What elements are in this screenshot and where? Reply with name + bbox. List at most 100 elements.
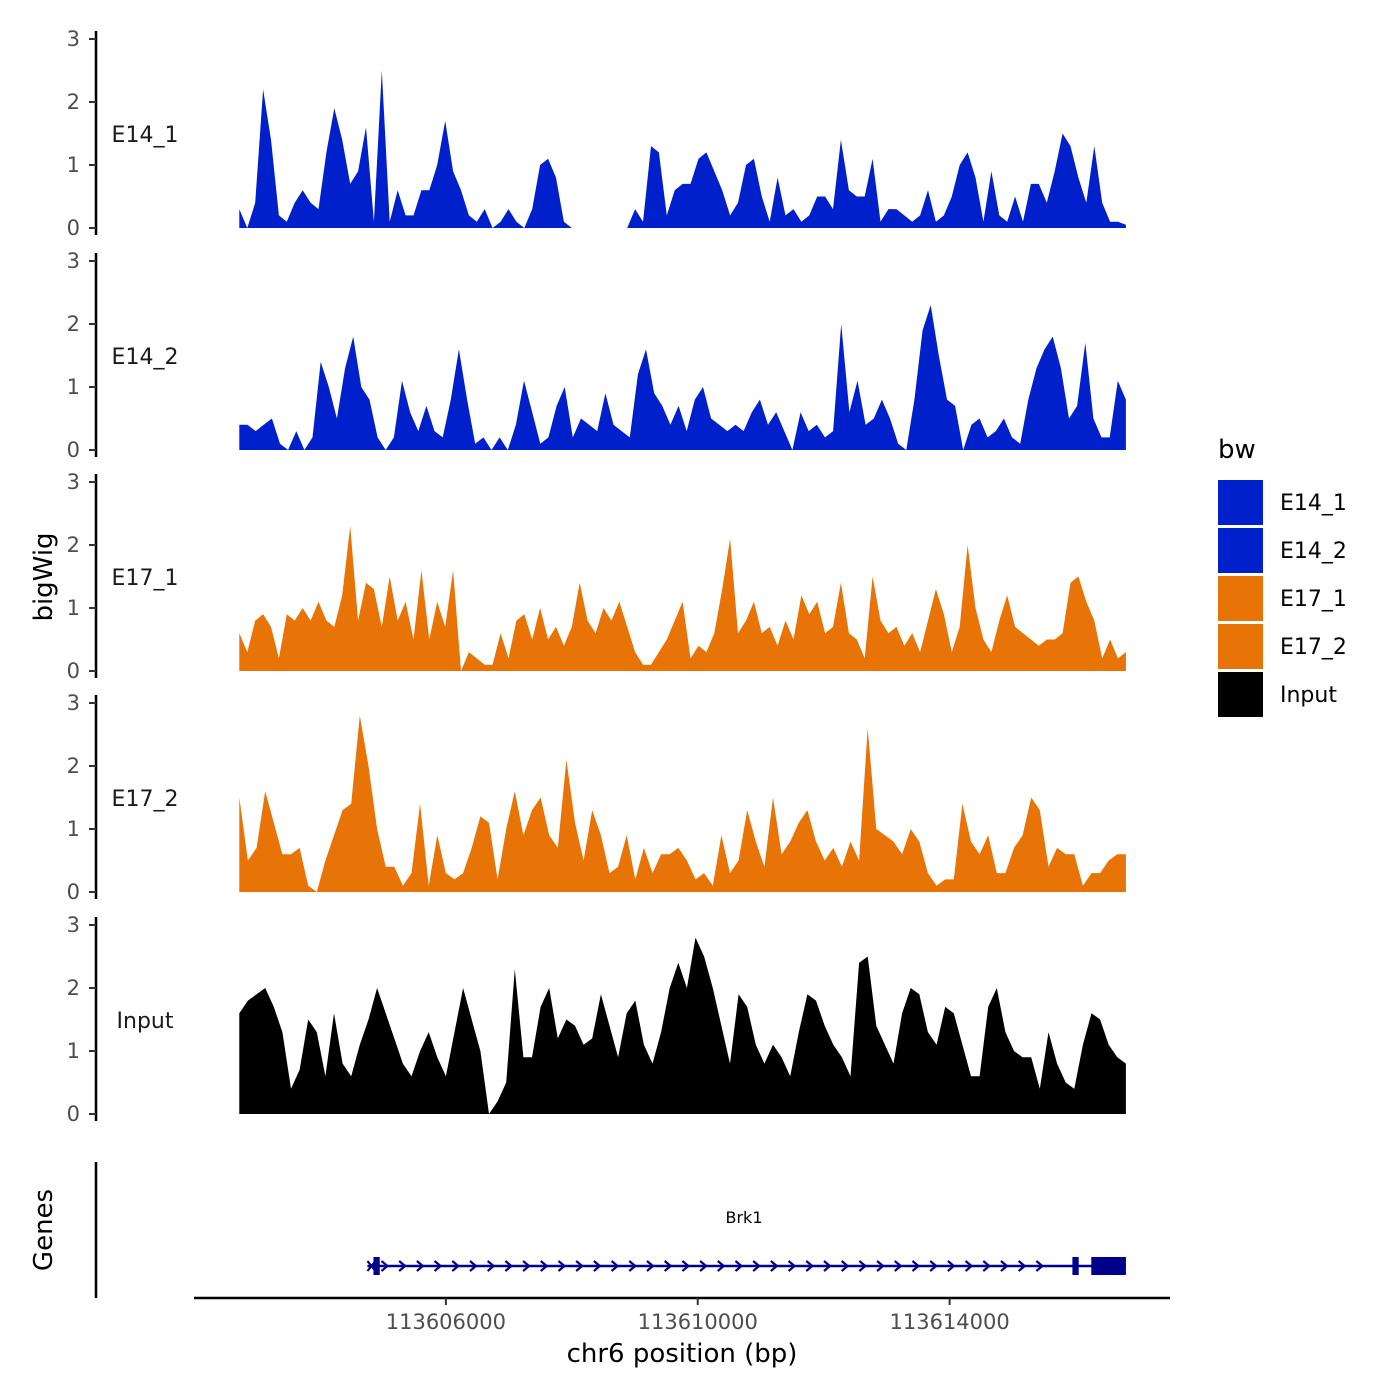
strand-arrow [1017, 1260, 1027, 1272]
strand-arrow [840, 1260, 850, 1272]
strand-arrow [734, 1260, 744, 1272]
legend-label-E14_2: E14_2 [1280, 539, 1347, 564]
strand-arrow [911, 1260, 921, 1272]
strand-arrow [894, 1260, 903, 1272]
y-axis-title: bigWig [29, 532, 59, 621]
track-E14_2: 0 1 2 3 E14_2 [67, 249, 1126, 462]
strand-arrow [469, 1260, 478, 1272]
strand-arrow [646, 1260, 655, 1272]
y-tick-label: 2 [67, 976, 80, 1000]
x-tick-label: 113614000 [889, 1310, 1009, 1334]
track-Input: 0 1 2 3 Input [67, 913, 1126, 1126]
track-label-E17_1: E17_1 [112, 566, 179, 591]
gene-exon [373, 1257, 380, 1275]
strand-arrow [770, 1260, 779, 1272]
track-E17_1: 0 1 2 3 E17_1 [67, 470, 1126, 683]
y-tick-label: 0 [67, 880, 80, 904]
gene-Brk1: Brk1 [366, 1208, 1126, 1275]
strand-arrow [663, 1260, 673, 1272]
strand-arrow [522, 1260, 531, 1272]
area-Input [239, 937, 1126, 1114]
legend-swatch-E14_2 [1218, 528, 1263, 573]
strand-arrow [964, 1260, 974, 1272]
strand-arrow [858, 1260, 868, 1272]
y-tick-label: 3 [67, 913, 80, 937]
strand-arrow [416, 1260, 425, 1272]
x-axis-title: chr6 position (bp) [567, 1339, 798, 1369]
y-tick-label: 1 [67, 596, 80, 620]
strand-arrow [752, 1260, 761, 1272]
track-label-E17_2: E17_2 [112, 787, 179, 812]
y-tick-label: 0 [67, 216, 80, 240]
strand-arrow [717, 1260, 726, 1272]
y-tick-label: 1 [67, 817, 80, 841]
legend-swatch-E17_2 [1218, 624, 1263, 669]
genes-axis-title: Genes [29, 1189, 59, 1271]
y-tick-label: 3 [67, 470, 80, 494]
legend-label-E17_1: E17_1 [1280, 587, 1347, 612]
x-axis: 113606000 113610000 113614000 chr6 positio… [194, 1296, 1170, 1369]
strand-arrow [876, 1260, 885, 1272]
strand-arrow [628, 1260, 637, 1272]
y-tick-label: 3 [67, 27, 80, 51]
y-tick-label: 3 [67, 249, 80, 273]
y-tick-label: 0 [67, 1102, 80, 1126]
strand-arrow [610, 1260, 620, 1272]
strand-arrow [681, 1260, 691, 1272]
strand-arrow [451, 1260, 460, 1272]
strand-arrow [929, 1260, 938, 1272]
y-tick-label: 1 [67, 1039, 80, 1063]
legend-label-E14_1: E14_1 [1280, 491, 1347, 516]
x-tick-label: 113606000 [386, 1310, 506, 1334]
track-label-E14_2: E14_2 [112, 345, 179, 370]
track-E17_2: 0 1 2 3 E17_2 [67, 691, 1126, 904]
track-E14_1: 0 1 2 3 E14_1 [67, 27, 1126, 240]
y-tick-label: 2 [67, 533, 80, 557]
y-tick-label: 0 [67, 438, 80, 462]
tracks-panel: 0 1 2 3 E14_1 0 1 2 3 E14_2 0 1 2 3 E17_1 0 1 2 3 E17_2 0 1 2 3… [67, 27, 1126, 1126]
area-E17_2 [239, 715, 1126, 892]
strand-arrow [486, 1260, 496, 1272]
strand-arrow [699, 1260, 708, 1272]
legend-swatch-E14_1 [1218, 480, 1263, 525]
strand-arrow [504, 1260, 514, 1272]
area-E17_1 [239, 526, 1126, 671]
strand-arrow [398, 1260, 407, 1272]
track-label-Input: Input [117, 1009, 174, 1034]
legend: bw E14_1 E14_2 E17_1 E17_2 Input [1218, 435, 1347, 717]
y-tick-label: 1 [67, 375, 80, 399]
area-E14_1 [239, 70, 1126, 228]
track-label-E14_1: E14_1 [112, 123, 179, 148]
strand-arrow [982, 1260, 991, 1272]
strand-arrow [823, 1260, 832, 1272]
strand-arrow [1035, 1260, 1045, 1272]
y-tick-label: 1 [67, 153, 80, 177]
strand-arrow [557, 1260, 567, 1272]
y-tick-label: 2 [67, 312, 80, 336]
strand-arrow [593, 1260, 602, 1272]
legend-label-E17_2: E17_2 [1280, 635, 1347, 660]
strand-arrow [433, 1260, 443, 1272]
legend-label-Input: Input [1280, 683, 1337, 708]
legend-swatch-E17_1 [1218, 576, 1263, 621]
y-tick-label: 2 [67, 90, 80, 114]
strand-arrow [575, 1260, 584, 1272]
legend-swatch-Input [1218, 672, 1263, 717]
strand-arrow [540, 1260, 549, 1272]
gene-exon [1091, 1257, 1126, 1275]
genes-panel: Brk1 [94, 1162, 1126, 1298]
y-tick-label: 2 [67, 754, 80, 778]
strand-arrow [947, 1260, 956, 1272]
gene-label: Brk1 [726, 1208, 763, 1227]
strand-arrow [787, 1260, 797, 1272]
gene-exon [1072, 1257, 1079, 1275]
strand-arrow [805, 1260, 814, 1272]
x-tick-label: 113610000 [638, 1310, 758, 1334]
strand-arrow [1000, 1260, 1009, 1272]
strand-arrow [380, 1260, 390, 1272]
y-tick-label: 0 [67, 659, 80, 683]
area-E14_2 [239, 305, 1126, 450]
y-tick-label: 3 [67, 691, 80, 715]
legend-title: bw [1218, 435, 1256, 465]
